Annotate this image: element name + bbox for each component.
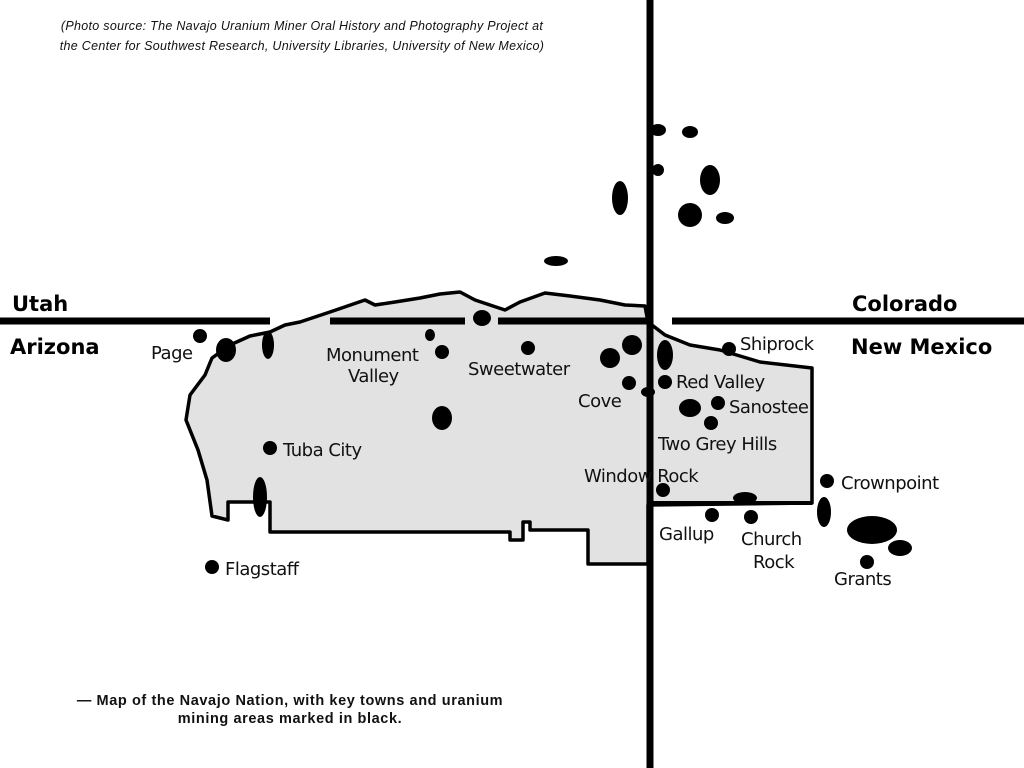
town-label-page: Page — [151, 343, 193, 364]
town-label-church: Church — [741, 529, 802, 550]
map-caption: — Map of the Navajo Nation, with key tow… — [76, 693, 504, 727]
town-markers — [193, 329, 874, 574]
town-label-shiprock: Shiprock — [740, 334, 815, 355]
navajo-reservation-area — [184, 290, 814, 566]
town-label-tuba-city: Tuba City — [282, 440, 362, 461]
town-label-monument: Monument — [326, 345, 419, 366]
town-label-gallup: Gallup — [659, 524, 714, 545]
town-label-rock: Rock — [753, 552, 795, 573]
state-label-utah: Utah — [12, 292, 68, 316]
town-label-window-rock: Window Rock — [584, 466, 699, 487]
state-label-colorado: Colorado — [852, 292, 957, 316]
uranium-mining-areas — [216, 124, 912, 556]
town-label-valley: Valley — [348, 366, 400, 387]
town-label-crownpoint: Crownpoint — [841, 473, 939, 494]
town-label-sweetwater: Sweetwater — [468, 359, 571, 380]
town-label-sanostee: Sanostee — [729, 397, 809, 418]
town-label-red-valley: Red Valley — [676, 372, 765, 393]
town-label-grants: Grants — [834, 569, 891, 590]
state-label-arizona: Arizona — [10, 335, 100, 359]
state-label-new-mexico: New Mexico — [851, 335, 992, 359]
photo-source-caption: (Photo source: The Navajo Uranium Miner … — [59, 19, 545, 53]
town-label-cove: Cove — [578, 391, 622, 412]
town-label-two-grey-hills: Two Grey Hills — [657, 434, 777, 455]
town-label-flagstaff: Flagstaff — [225, 559, 300, 580]
